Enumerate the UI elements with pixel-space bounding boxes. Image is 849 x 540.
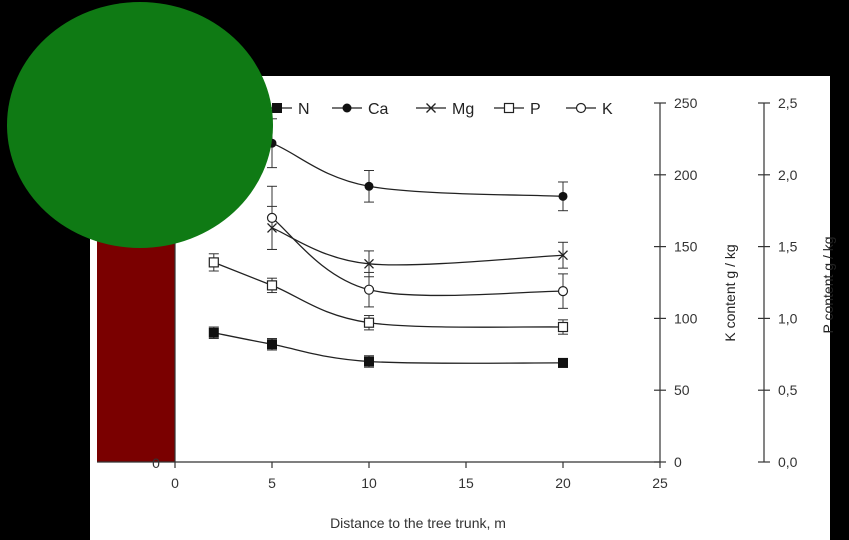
series-k [266,185,569,309]
p-axis-tick-label: 2,0 [778,167,798,183]
ca-marker [364,181,374,191]
k-axis-tick-label: 50 [674,382,690,398]
series-line-n [213,332,564,364]
n-marker [364,356,374,367]
legend-item-k: K [566,101,613,118]
k-axis-tick-label: 250 [674,95,698,111]
k-marker [557,286,569,297]
k-axis-tick-label: 200 [674,167,698,183]
series-line-k [271,217,564,297]
mg-marker [558,250,568,261]
legend-item-ca: Ca [332,101,389,118]
legend-item-p: P [494,101,541,118]
corner-block [831,524,849,540]
k-marker [363,284,375,295]
k-marker [266,212,278,223]
p-axis-tick-label: 2,5 [778,95,798,111]
x-tick-label: 5 [268,475,276,491]
n-marker [208,327,219,338]
series-n [208,326,568,368]
p-axis-tick-label: 0,5 [778,382,798,398]
legend-label: Ca [368,101,389,118]
x-tick-label: 10 [361,475,377,491]
p-axis-title: P content g / kg [820,236,836,333]
series-line-p [213,261,564,328]
p-marker [208,257,219,268]
mg-marker [364,258,374,269]
series-p [208,253,569,335]
x-tick-label: 20 [555,475,571,491]
x-tick-label: 15 [458,475,474,491]
x-axis-title: Distance to the tree trunk, m [330,515,506,531]
p-marker [557,321,569,333]
p-marker [503,102,515,114]
axes [97,100,770,468]
tick-labels: 0 5 10 15 20 250 0501001502002500,00,51,01,52,… [152,95,798,491]
k-marker [575,102,587,114]
k-axis-title: K content g / kg [722,244,738,341]
legend-label: K [602,101,613,118]
n-marker [558,357,568,368]
n-marker [272,103,282,113]
overlay-circle [7,2,273,248]
legend-label: N [298,101,310,118]
mg-marker [426,103,436,113]
x-tick-label: 25 [652,475,668,491]
ca-marker [342,103,352,113]
legend-label: Mg [452,101,474,118]
left-y-tick-label: 0 [152,455,160,471]
k-axis-tick-label: 100 [674,310,698,326]
ca-marker [558,191,568,201]
x-tick-label: 0 [171,475,179,491]
p-axis-tick-label: 0,0 [778,454,798,470]
legend-item-mg: Mg [416,101,474,118]
n-marker [267,339,277,350]
p-axis-tick-label: 1,5 [778,239,798,255]
k-axis-tick-label: 150 [674,239,698,255]
k-axis-tick-label: 0 [674,454,682,470]
series-group [208,102,569,368]
p-marker [363,317,375,328]
p-marker [266,280,278,291]
legend-label: P [530,101,541,118]
p-axis-tick-label: 1,0 [778,310,798,326]
